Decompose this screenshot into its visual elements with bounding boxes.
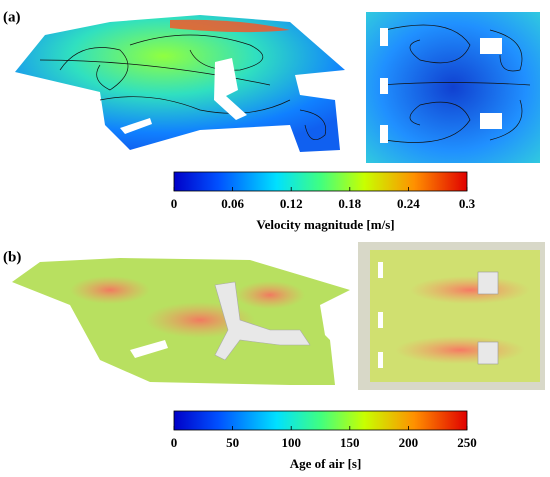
colorbar-tick-label: 0 xyxy=(171,435,178,450)
side-age-image xyxy=(12,258,350,385)
colorbar-tick-label: 50 xyxy=(226,435,239,450)
colorbar-tick-label: 250 xyxy=(457,435,477,450)
colorbar-title: Velocity magnitude [m/s] xyxy=(256,217,394,232)
colorbar-tick-label: 0.24 xyxy=(397,196,420,211)
colorbar-tick-label: 0.3 xyxy=(459,196,476,211)
colorbar-tick-label: 0.12 xyxy=(280,196,303,211)
colorbar-title: Age of air [s] xyxy=(290,456,362,471)
colorbar-tick-label: 0.18 xyxy=(338,196,361,211)
colorbar-tick-label: 150 xyxy=(340,435,360,450)
colorbar-tick-label: 200 xyxy=(399,435,419,450)
colorbar-tick-label: 0 xyxy=(171,196,178,211)
colorbar xyxy=(173,171,468,192)
colorbar xyxy=(173,410,468,431)
side-velocity-image xyxy=(15,15,345,152)
colorbar-tick-label: 0.06 xyxy=(221,196,244,211)
top-velocity-image xyxy=(366,12,540,163)
top-age-image xyxy=(358,242,545,390)
colorbar-tick-label: 100 xyxy=(281,435,301,450)
panel-label: (b) xyxy=(3,249,21,265)
panel-label: (a) xyxy=(3,9,21,25)
